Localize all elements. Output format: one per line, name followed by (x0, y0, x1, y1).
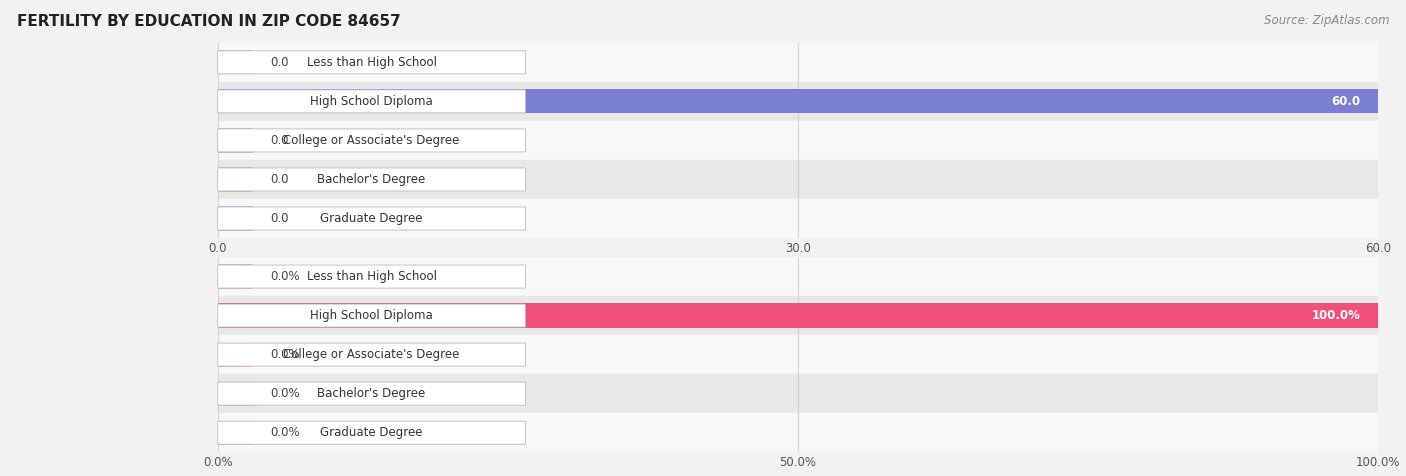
Bar (218, 207, 253, 230)
Bar (218, 129, 253, 152)
FancyBboxPatch shape (218, 129, 526, 152)
Bar (218, 265, 253, 288)
Bar (218, 257, 1378, 296)
Text: 60.0: 60.0 (1331, 95, 1361, 108)
Text: High School Diploma: High School Diploma (311, 95, 433, 108)
Text: College or Associate's Degree: College or Associate's Degree (284, 348, 460, 361)
Bar (218, 421, 253, 445)
Bar (218, 199, 1378, 238)
FancyBboxPatch shape (218, 207, 526, 230)
Bar (218, 89, 1378, 113)
Bar (218, 304, 1378, 327)
Text: Graduate Degree: Graduate Degree (321, 212, 423, 225)
FancyBboxPatch shape (218, 168, 526, 191)
Text: FERTILITY BY EDUCATION IN ZIP CODE 84657: FERTILITY BY EDUCATION IN ZIP CODE 84657 (17, 14, 401, 30)
Text: Graduate Degree: Graduate Degree (321, 426, 423, 439)
Bar (218, 413, 1378, 452)
FancyBboxPatch shape (218, 265, 526, 288)
Text: 0.0%: 0.0% (270, 387, 299, 400)
Text: Source: ZipAtlas.com: Source: ZipAtlas.com (1264, 14, 1389, 27)
Text: 0.0: 0.0 (270, 134, 288, 147)
Text: Less than High School: Less than High School (307, 56, 437, 69)
Bar (218, 382, 253, 406)
Text: College or Associate's Degree: College or Associate's Degree (284, 134, 460, 147)
Text: High School Diploma: High School Diploma (311, 309, 433, 322)
Bar (218, 374, 1378, 413)
Text: 0.0%: 0.0% (270, 426, 299, 439)
Bar (218, 296, 1378, 335)
Text: Bachelor's Degree: Bachelor's Degree (318, 173, 426, 186)
FancyBboxPatch shape (218, 421, 526, 444)
FancyBboxPatch shape (218, 51, 526, 74)
Text: 0.0%: 0.0% (270, 270, 299, 283)
Bar (218, 121, 1378, 160)
Bar (218, 43, 1378, 82)
Text: Bachelor's Degree: Bachelor's Degree (318, 387, 426, 400)
Bar (218, 168, 253, 191)
Bar (218, 82, 1378, 121)
FancyBboxPatch shape (218, 382, 526, 405)
Bar (218, 160, 1378, 199)
FancyBboxPatch shape (218, 304, 526, 327)
Text: 0.0%: 0.0% (270, 348, 299, 361)
FancyBboxPatch shape (218, 90, 526, 113)
Bar (218, 50, 253, 74)
Text: 100.0%: 100.0% (1312, 309, 1361, 322)
Text: 0.0: 0.0 (270, 56, 288, 69)
Text: 0.0: 0.0 (270, 212, 288, 225)
Bar (218, 343, 253, 367)
Text: 0.0: 0.0 (270, 173, 288, 186)
FancyBboxPatch shape (218, 343, 526, 366)
Bar (218, 335, 1378, 374)
Text: Less than High School: Less than High School (307, 270, 437, 283)
